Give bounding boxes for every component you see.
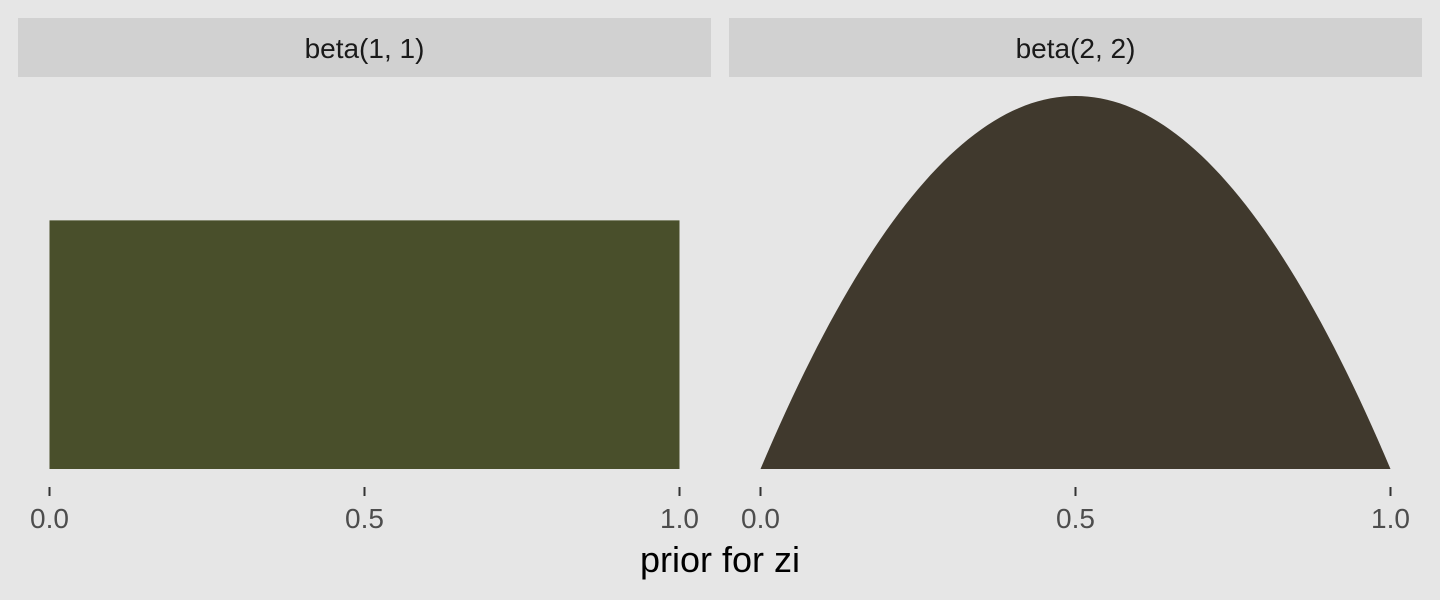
density-area-1 <box>49 220 680 469</box>
panels-layer: beta(1, 1) 0.0 0.5 1.0 beta(2, 2) 0.0 0.5 1.0 <box>18 18 1422 534</box>
x-tick-label-2-1: 0.0 <box>741 503 780 534</box>
facet-strip-1 <box>18 18 711 77</box>
facet-strip-label-1: beta(1, 1) <box>305 33 425 64</box>
x-tick-label-1-3: 1.0 <box>660 503 699 534</box>
facet-panel-1: beta(1, 1) 0.0 0.5 1.0 <box>18 18 711 534</box>
facet-strip-2 <box>729 18 1422 77</box>
x-tick-label-1-1: 0.0 <box>30 503 69 534</box>
x-tick-label-2-3: 1.0 <box>1371 503 1410 534</box>
facet-strip-label-2: beta(2, 2) <box>1016 33 1136 64</box>
x-tick-label-1-2: 0.5 <box>345 503 384 534</box>
x-tick-label-2-2: 0.5 <box>1056 503 1095 534</box>
density-area-2 <box>760 96 1391 469</box>
facet-panel-2: beta(2, 2) 0.0 0.5 1.0 <box>729 18 1422 534</box>
x-axis-title: prior for zi <box>640 539 800 580</box>
